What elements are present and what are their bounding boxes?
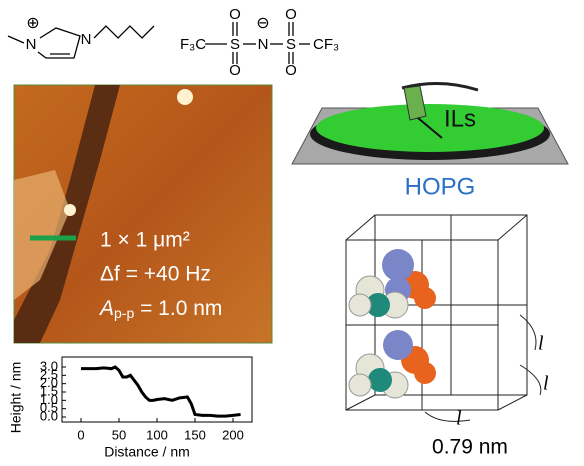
ion-pair [349, 330, 436, 398]
atom: N [258, 36, 269, 53]
substrate-diagram [292, 83, 568, 164]
group: CF₃ [313, 36, 339, 53]
y-tick-label: 3.0 [40, 358, 58, 373]
profile-line [81, 367, 241, 416]
molecules [349, 249, 436, 398]
amplitude-subscript: p-p [114, 305, 134, 321]
dimension-brace [425, 315, 541, 421]
edge-label: l [456, 408, 462, 430]
spacing-label: 0.79 nm [432, 436, 508, 459]
feature [177, 89, 193, 105]
atom: N [81, 31, 92, 48]
substrate-label: HOPG [405, 173, 476, 200]
chain [94, 26, 154, 38]
amplitude-symbol: A [98, 297, 114, 320]
group: F₃C [180, 36, 206, 53]
atom: S [286, 36, 296, 53]
y-axis-label: Height / nm [8, 362, 24, 434]
atom: O [229, 6, 241, 23]
cell-edge [498, 215, 527, 240]
cell-edge [346, 215, 375, 240]
atom: O [285, 6, 297, 23]
figure: N ⊕ N F₃C S O O N ⊖ S O O CF₃ 1 × 1 μm² … [0, 0, 584, 466]
ion-pair [349, 249, 436, 318]
atom: N [26, 36, 37, 53]
x-tick-label: 150 [184, 427, 206, 442]
charge: ⊖ [256, 15, 269, 32]
x-tick-label: 0 [77, 427, 84, 442]
bond [8, 36, 24, 43]
x-axis-label: Distance / nm [104, 444, 190, 460]
atom: O [285, 62, 297, 79]
plot-frame [62, 357, 252, 422]
amplitude-value: = 1.0 nm [134, 297, 222, 320]
feature [64, 204, 76, 216]
cell-edge [346, 395, 375, 410]
atom: S [230, 36, 240, 53]
edge-label: l [543, 373, 549, 395]
edge-label: l [538, 333, 544, 355]
liquid-label: ILs [444, 105, 476, 132]
x-tick-label: 200 [222, 427, 244, 442]
atom: O [229, 62, 241, 79]
x-tick-label: 100 [146, 427, 168, 442]
cell-edge [498, 395, 527, 410]
frequency-shift: Δf = +40 Hz [100, 263, 211, 286]
charge: ⊕ [26, 15, 39, 32]
x-tick-label: 50 [112, 427, 126, 442]
image-size: 1 × 1 μm² [100, 229, 190, 252]
